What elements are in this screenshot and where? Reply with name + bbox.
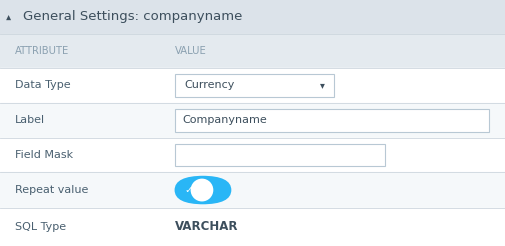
Bar — [0, 208, 505, 246]
Text: Companyname: Companyname — [182, 115, 266, 125]
Text: ▾: ▾ — [320, 80, 325, 91]
Text: Data Type: Data Type — [15, 80, 71, 91]
Text: ◂: ◂ — [4, 14, 14, 20]
Bar — [0, 172, 505, 208]
Text: Currency: Currency — [184, 80, 235, 91]
Text: Repeat value: Repeat value — [15, 185, 88, 195]
FancyBboxPatch shape — [174, 109, 488, 132]
Bar — [0, 68, 505, 103]
Text: ATTRIBUTE: ATTRIBUTE — [15, 46, 69, 56]
Ellipse shape — [190, 179, 213, 201]
Text: General Settings: companyname: General Settings: companyname — [23, 11, 242, 23]
Bar — [0, 138, 505, 172]
Bar — [0, 34, 505, 68]
Bar — [0, 0, 505, 34]
Text: Label: Label — [15, 115, 45, 125]
FancyBboxPatch shape — [174, 176, 231, 204]
FancyBboxPatch shape — [174, 74, 333, 97]
Text: VALUE: VALUE — [174, 46, 206, 56]
FancyBboxPatch shape — [174, 144, 384, 166]
Text: SQL Type: SQL Type — [15, 222, 66, 232]
Text: Field Mask: Field Mask — [15, 150, 73, 160]
Text: VARCHAR: VARCHAR — [174, 220, 237, 233]
Bar — [0, 103, 505, 138]
Text: ✓: ✓ — [184, 185, 193, 195]
